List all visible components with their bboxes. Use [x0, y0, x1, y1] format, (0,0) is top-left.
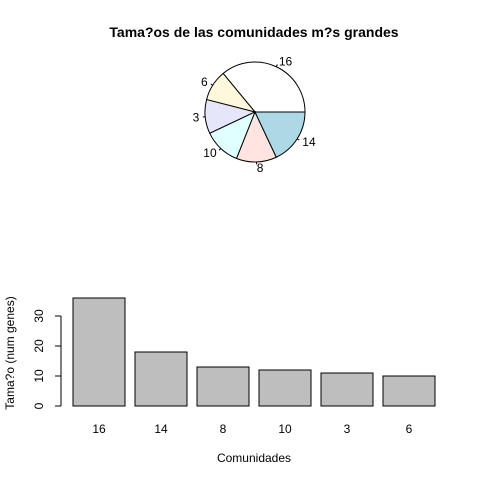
x-tick-label: 3	[344, 422, 351, 436]
pie-slice-label: 8	[257, 161, 264, 175]
pie-slice-label: 6	[201, 75, 208, 89]
pie-label-tick	[296, 138, 300, 141]
bars	[72, 297, 436, 407]
pie-label-tick	[218, 148, 222, 151]
pie-slice-label: 3	[193, 110, 200, 124]
bar-chart: 0 10 20 30 16 14 8 10 3 6 Comunidades Tama?o (nu…	[3, 296, 436, 465]
y-tick-label: 0	[32, 402, 46, 409]
bar	[258, 369, 312, 407]
pie-chart: Tama?os de las comunidades m?s grandes 1…	[109, 24, 398, 175]
bar	[72, 297, 126, 407]
x-tick-label: 6	[406, 422, 413, 436]
x-tick-label: 8	[220, 422, 227, 436]
pie-slice-label: 16	[279, 54, 293, 68]
x-tick-labels: 16 14 8 10 3 6	[92, 422, 412, 436]
pie-slice	[254, 111, 306, 158]
y-axis-label: Tama?o (num genes)	[3, 296, 17, 409]
pie-label-tick	[210, 83, 214, 86]
y-ticks: 0 10 20 30	[32, 309, 61, 409]
pie-slices	[204, 61, 306, 163]
pie-label-tick	[275, 64, 278, 67]
x-tick-label: 14	[154, 422, 168, 436]
pie-slice-label: 10	[203, 146, 217, 160]
x-tick-label: 10	[278, 422, 292, 436]
bar	[320, 372, 374, 407]
y-tick-label: 30	[32, 309, 46, 323]
pie-slice-label: 14	[302, 135, 316, 149]
y-tick-label: 20	[32, 339, 46, 353]
pie-title: Tama?os de las comunidades m?s grandes	[109, 24, 398, 40]
bar	[196, 366, 250, 407]
bar	[134, 351, 188, 407]
x-tick-label: 16	[92, 422, 106, 436]
x-axis-label: Comunidades	[217, 451, 291, 465]
y-tick-label: 10	[32, 369, 46, 383]
bar	[382, 375, 436, 407]
pie-labels: 16 6 3 10 8 14	[193, 54, 316, 175]
